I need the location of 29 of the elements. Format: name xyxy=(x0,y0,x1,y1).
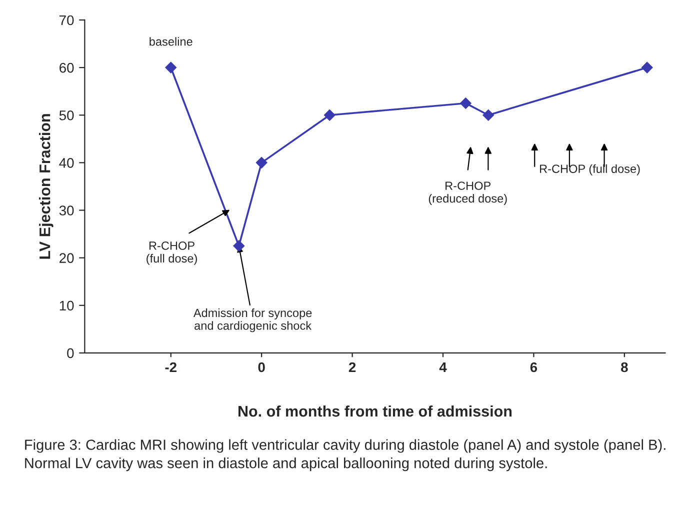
y-tick-label: 20 xyxy=(60,253,74,263)
point xyxy=(482,109,494,122)
point xyxy=(164,62,177,74)
x-tick-label: 0 xyxy=(258,362,265,372)
x-axis-title: No. of months from time of admission xyxy=(238,405,512,417)
x-tick-label: 8 xyxy=(621,362,628,372)
x-tick-label: 4 xyxy=(439,362,447,372)
y-tick-label: 0 xyxy=(67,348,74,358)
x-tick-label: -2 xyxy=(165,362,176,372)
point xyxy=(256,156,268,169)
x-tick-label: 2 xyxy=(348,362,356,372)
y-tick-label: 30 xyxy=(59,206,74,216)
y-tick-label: 50 xyxy=(59,110,74,120)
annotation: Admission for syncope and cardiogenic shock xyxy=(193,308,312,332)
point xyxy=(641,62,653,74)
y-tick-label: 60 xyxy=(60,62,74,73)
annotation: baseline xyxy=(150,37,192,46)
x-tick-label: 6 xyxy=(530,362,538,372)
y-tick-label: 70 xyxy=(60,15,74,26)
y-tick-label: 10 xyxy=(60,300,74,311)
point xyxy=(233,240,245,252)
caption: Figure 3: Cardiac MRI showing left ventricular cavity during diastole (panel A) and systole (panel B). Normal LV cavity was seen in diastole and apical ballooning noted during systole. xyxy=(25,439,666,472)
annotation: R-CHOP (reduced dose) xyxy=(428,182,507,205)
point xyxy=(324,109,336,122)
annotation: R-CHOP (full dose) xyxy=(540,164,640,176)
annotation: R-CHOP (full dose) xyxy=(146,242,197,265)
y-axis-title: LV Ejection Fraction xyxy=(39,114,54,259)
y-tick-label: 40 xyxy=(59,158,74,168)
point xyxy=(460,97,472,110)
